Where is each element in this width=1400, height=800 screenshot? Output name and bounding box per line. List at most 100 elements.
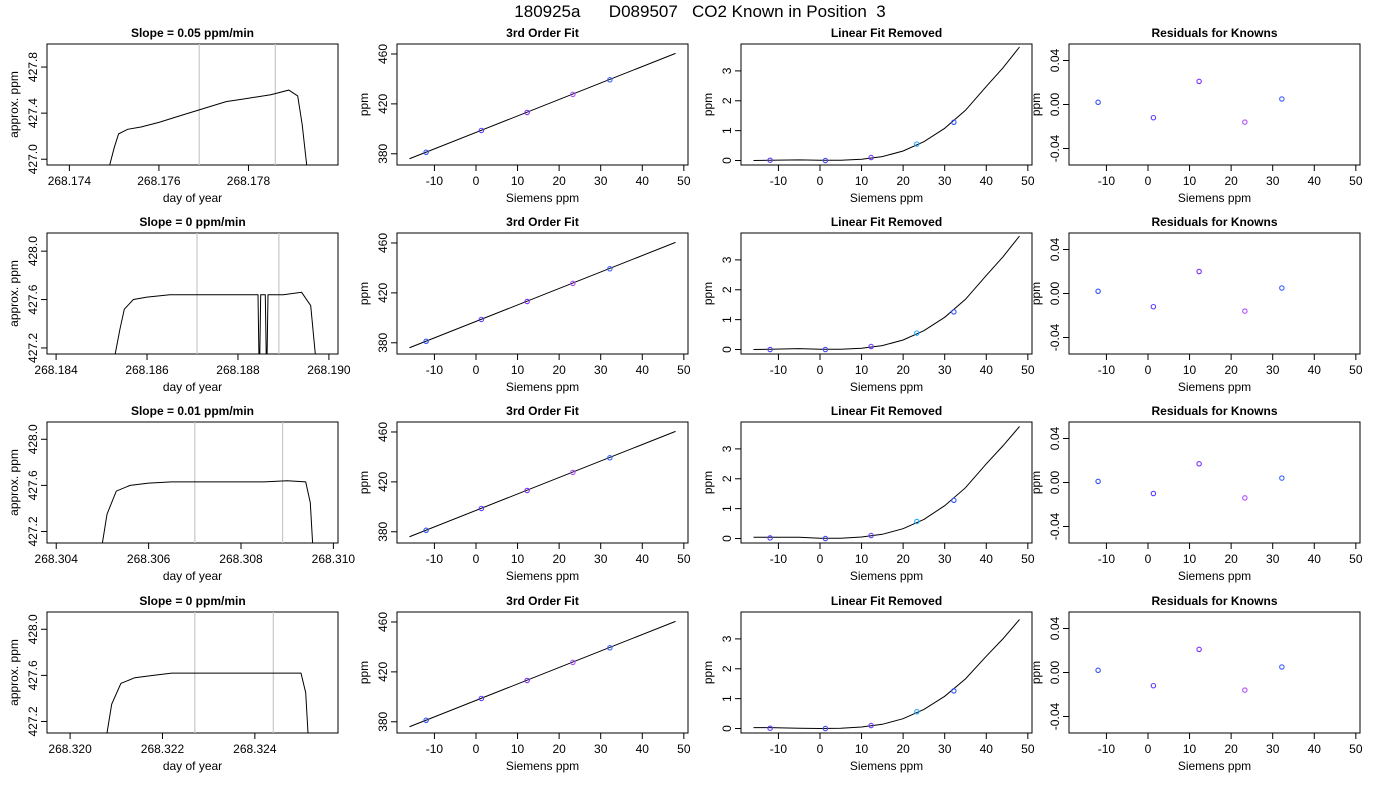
plot-frame [1068,43,1361,166]
panel-fit-row1: 3rd Order Fit -10 0 10 20 30 40 50 380 420 460 Siem… [357,26,691,205]
x-tick-label: 20 [552,552,566,566]
data-point [822,535,829,542]
data-point [478,127,485,134]
y-axis-label: ppm [1029,282,1043,305]
x-tick-label: 30 [938,742,952,756]
data-point [478,505,485,512]
panel-title: 3rd Order Fit [506,215,579,229]
x-tick-label: -10 [770,552,788,566]
fit-curve [753,619,1020,730]
y-axis-label: ppm [1029,471,1043,494]
x-tick-label: 50 [1021,742,1035,756]
plot-area [1095,78,1285,125]
y-tick-label: -0.04 [1048,324,1062,352]
x-tick-label: 20 [896,363,910,377]
plot-frame [1068,611,1361,734]
x-tick-label: 40 [636,742,650,756]
y-tick-label: 427.4 [26,98,40,128]
plot-area [1095,461,1285,501]
x-tick-label: 50 [677,174,691,188]
x-tick-label: -10 [1098,174,1116,188]
x-tick-label: 268.176 [137,174,181,188]
x-tick-label: 20 [1224,174,1238,188]
x-axis-label: day of year [163,569,222,583]
data-point [767,725,773,731]
x-tick-label: 50 [1021,174,1035,188]
data-point [1150,490,1157,497]
x-axis-label: Siemens ppm [1178,569,1251,583]
data-point [767,157,773,163]
x-tick-label: -10 [770,742,788,756]
y-tick-label: 380 [376,521,390,541]
y-tick-label: 2 [720,286,734,293]
x-tick-label: 268.322 [141,742,185,756]
y-tick-label: -0.04 [1048,513,1062,541]
x-tick-label: 40 [980,742,994,756]
y-tick-label: -0.04 [1048,703,1062,731]
y-tick-label: 427.6 [26,470,40,500]
panel-title: Linear Fit Removed [831,594,942,608]
y-tick-label: 427.0 [26,144,40,174]
y-tick-label: 420 [376,94,390,114]
y-tick-label: -0.04 [1048,135,1062,163]
panel-title: 3rd Order Fit [506,404,579,418]
x-tick-label: 20 [1224,552,1238,566]
x-tick-label: 268.308 [219,552,263,566]
x-tick-label: 268.320 [48,742,92,756]
data-point [423,149,429,156]
panel-trace-row2: Slope = 0 ppm/min 268.184 268.186 268.188 26… [7,215,351,394]
panel-linear_removed-row4: Linear Fit Removed -10 0 10 20 30 40 50 0 1 2 3 Siem… [701,594,1035,773]
x-tick-label: 40 [980,363,994,377]
y-axis-label: approx. ppm [7,260,21,327]
fit-curve [753,426,1020,539]
fit-curve [753,235,1020,350]
data-point [1279,664,1285,670]
y-tick-label: 427.6 [26,284,40,314]
x-tick-label: 50 [1021,363,1035,377]
x-tick-label: 268.188 [216,363,260,377]
x-tick-label: 268.310 [312,552,356,566]
y-axis-label: ppm [357,661,371,684]
x-tick-label: 50 [1349,363,1363,377]
plot-frame [740,421,1033,544]
y-tick-label: 428.0 [26,236,40,266]
data-point [1242,119,1248,125]
y-tick-label: 2 [720,475,734,482]
x-tick-label: 10 [1183,363,1197,377]
panel-linear_removed-row3: Linear Fit Removed -10 0 10 20 30 40 50 0 1 2 3 Siem… [701,404,1035,583]
x-tick-label: -10 [426,552,444,566]
x-tick-label: 0 [473,552,480,566]
x-tick-label: 30 [1266,552,1280,566]
panel-title: Linear Fit Removed [831,215,942,229]
y-tick-label: 460 [376,612,390,632]
x-tick-label: 0 [1145,552,1152,566]
y-axis-label: ppm [357,93,371,116]
x-tick-label: 0 [473,174,480,188]
data-point [1095,99,1101,106]
x-tick-label: 0 [817,742,824,756]
data-point [570,280,576,287]
panel-fit-row3: 3rd Order Fit -10 0 10 20 30 40 50 380 420 460 Siem… [357,404,691,583]
data-point [1150,303,1157,310]
plot-area [409,620,676,728]
y-axis-label: ppm [357,471,371,494]
fit-line [409,620,676,728]
x-tick-label: 40 [1308,552,1322,566]
panel-title: 3rd Order Fit [506,26,579,40]
x-tick-label: 30 [1266,363,1280,377]
plot-frame [46,611,339,734]
x-axis-label: Siemens ppm [506,569,579,583]
x-tick-label: 10 [855,174,869,188]
y-tick-label: 0 [720,535,734,542]
panel-fit-row4: 3rd Order Fit -10 0 10 20 30 40 50 380 420 460 Siem… [357,594,691,773]
data-point [1095,667,1101,674]
plot-area [1095,646,1285,693]
y-tick-label: 0.04 [1048,48,1062,72]
x-tick-label: 0 [817,552,824,566]
x-tick-label: 10 [1183,174,1197,188]
x-tick-label: 30 [594,363,608,377]
x-tick-label: 268.174 [48,174,92,188]
fit-curve [753,46,1020,161]
data-point [1196,268,1202,275]
x-axis-label: Siemens ppm [506,191,579,205]
